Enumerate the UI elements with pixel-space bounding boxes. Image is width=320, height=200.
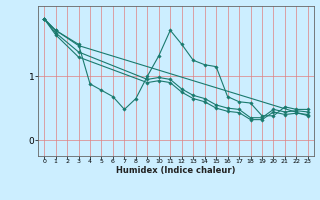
X-axis label: Humidex (Indice chaleur): Humidex (Indice chaleur)	[116, 166, 236, 175]
